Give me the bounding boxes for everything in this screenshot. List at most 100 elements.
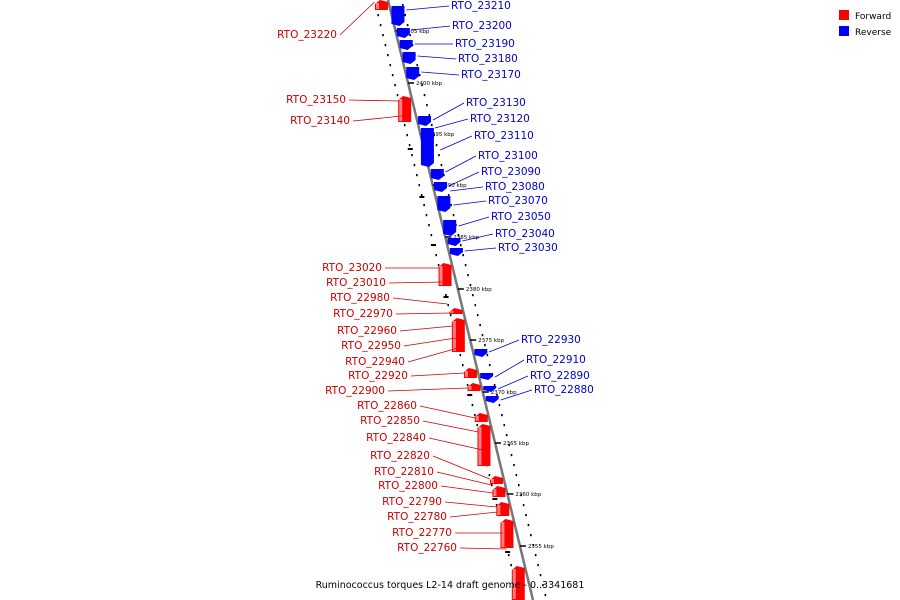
gene-labels[interactable]: RTO_23220 RTO_23150 RTO_23140 RTO_23020 RTO_… (277, 0, 594, 554)
track-dot-right (501, 414, 503, 417)
gene-label-reverse[interactable]: RTO_23110 (474, 130, 534, 142)
gene-label-forward[interactable]: RTO_22790 (382, 496, 442, 508)
gene-label-forward[interactable]: RTO_22760 (397, 542, 457, 554)
track-dot-right (530, 534, 532, 537)
gene-label-reverse[interactable]: RTO_22890 (530, 370, 590, 382)
reverse-gene-arrow[interactable] (433, 182, 447, 192)
gene-label-forward[interactable]: RTO_22980 (330, 292, 390, 304)
gene-label-reverse[interactable]: RTO_23190 (455, 38, 515, 50)
gene-label-reverse[interactable]: RTO_23100 (478, 150, 538, 162)
gene-label-reverse[interactable]: RTO_23040 (495, 228, 555, 240)
gene-label-reverse[interactable]: RTO_23130 (466, 97, 526, 109)
gene-label-reverse[interactable]: RTO_22880 (534, 384, 594, 396)
track-dot-right (493, 384, 496, 387)
gene-label-forward[interactable]: RTO_22920 (348, 370, 408, 382)
gene-label-reverse[interactable]: RTO_23180 (458, 53, 518, 65)
reverse-gene-arrow[interactable] (474, 349, 488, 357)
gene-features (375, 0, 525, 600)
track-dot-right (423, 94, 426, 97)
gene-label-forward[interactable]: RTO_22780 (387, 511, 447, 523)
reverse-gene-arrow[interactable] (402, 52, 416, 64)
legend-swatch-forward (839, 10, 849, 20)
track-dash (430, 244, 436, 246)
reverse-gene-arrow[interactable] (483, 386, 497, 392)
track-dot-right (481, 334, 484, 337)
gene-label-reverse[interactable]: RTO_23030 (498, 242, 558, 254)
reverse-gene-arrow[interactable] (406, 67, 420, 80)
track-dot-right (406, 24, 409, 27)
reverse-gene-arrow[interactable] (443, 220, 457, 236)
track-dot-left (459, 354, 462, 357)
leader-line (462, 233, 494, 242)
track-dot-right (486, 354, 489, 357)
reverse-gene-arrow[interactable] (485, 396, 499, 403)
reverse-gene-arrow[interactable] (480, 373, 494, 380)
gene-highlight (493, 489, 497, 496)
leader-line (417, 55, 457, 60)
track-dot-left (411, 154, 413, 157)
gene-highlight (452, 321, 456, 351)
tick-label: 2365 kbp (503, 441, 529, 447)
tick-label: 2355 kbp (528, 544, 554, 550)
reverse-gene-arrow[interactable] (418, 116, 432, 126)
gene-label-forward[interactable]: RTO_22850 (360, 415, 420, 427)
reverse-gene-arrow[interactable] (420, 128, 434, 167)
reverse-gene-arrow[interactable] (396, 28, 410, 38)
gene-label-reverse[interactable]: RTO_23210 (451, 0, 511, 12)
gene-label-forward[interactable]: RTO_22860 (357, 400, 417, 412)
leader-line (449, 511, 498, 518)
track-dot-left (476, 424, 479, 427)
gene-label-forward[interactable]: RTO_22950 (341, 340, 401, 352)
tick-label: 2360 kbp (515, 492, 541, 498)
track-dot-left (461, 364, 464, 367)
gene-label-forward[interactable]: RTO_22940 (345, 356, 405, 368)
leader-line (403, 337, 456, 347)
gene-label-forward[interactable]: RTO_22810 (374, 466, 434, 478)
gene-label-reverse[interactable]: RTO_22910 (526, 354, 586, 366)
track-dash (467, 394, 473, 396)
track-dot-left (391, 74, 394, 77)
gene-label-forward[interactable]: RTO_22770 (392, 527, 452, 539)
gene-label-forward[interactable]: RTO_22960 (337, 325, 397, 337)
gene-label-forward[interactable]: RTO_22840 (366, 432, 426, 444)
tick-label: 2400 kbp (416, 81, 442, 87)
track-dot-right (527, 524, 530, 527)
gene-label-forward[interactable]: RTO_23010 (326, 277, 386, 289)
leader-line (410, 372, 465, 377)
gene-label-reverse[interactable]: RTO_23200 (452, 20, 512, 32)
gene-label-reverse[interactable]: RTO_23170 (461, 69, 521, 81)
track-dot-right (464, 264, 467, 267)
reverse-gene-arrow[interactable] (430, 169, 444, 180)
leader-line (407, 347, 459, 363)
track-dot-right (522, 504, 525, 507)
track-dot-right (433, 134, 435, 137)
leader-line (388, 281, 443, 284)
gene-label-forward[interactable]: RTO_22800 (378, 480, 438, 492)
reverse-gene-arrow[interactable] (399, 40, 413, 50)
gene-label-reverse[interactable]: RTO_22930 (521, 334, 581, 346)
track-dot-right (459, 244, 462, 247)
legend-label-reverse: Reverse (855, 28, 892, 38)
track-dot-right (505, 434, 508, 437)
gene-label-forward[interactable]: RTO_22820 (370, 450, 430, 462)
track-dot-right (508, 444, 510, 447)
gene-label-forward[interactable]: RTO_22970 (333, 308, 393, 320)
tick-marks: 2405 kbp 2400 kbp 2395 kbp 2390 kbp 2385 kbp… (395, 29, 554, 550)
gene-label-forward[interactable]: RTO_23020 (322, 262, 382, 274)
gene-label-forward[interactable]: RTO_23150 (286, 94, 346, 106)
gene-label-reverse[interactable]: RTO_23090 (481, 166, 541, 178)
gene-label-reverse[interactable]: RTO_23070 (488, 195, 548, 207)
gene-label-forward[interactable]: RTO_23140 (290, 115, 350, 127)
gene-label-forward[interactable]: RTO_22900 (325, 385, 385, 397)
gene-label-forward[interactable]: RTO_23220 (277, 29, 337, 41)
gene-label-reverse[interactable]: RTO_23120 (470, 113, 530, 125)
reverse-gene-arrow[interactable] (437, 196, 451, 212)
gene-highlight (464, 371, 468, 377)
reverse-gene-arrow[interactable] (391, 6, 405, 26)
reverse-gene-arrow[interactable] (449, 248, 463, 256)
gene-label-reverse[interactable]: RTO_23050 (491, 211, 551, 223)
track-dot-left (377, 14, 379, 17)
tick-label: 2390 kbp (441, 183, 467, 189)
reverse-gene-arrow[interactable] (447, 238, 461, 246)
gene-label-reverse[interactable]: RTO_23080 (485, 181, 545, 193)
